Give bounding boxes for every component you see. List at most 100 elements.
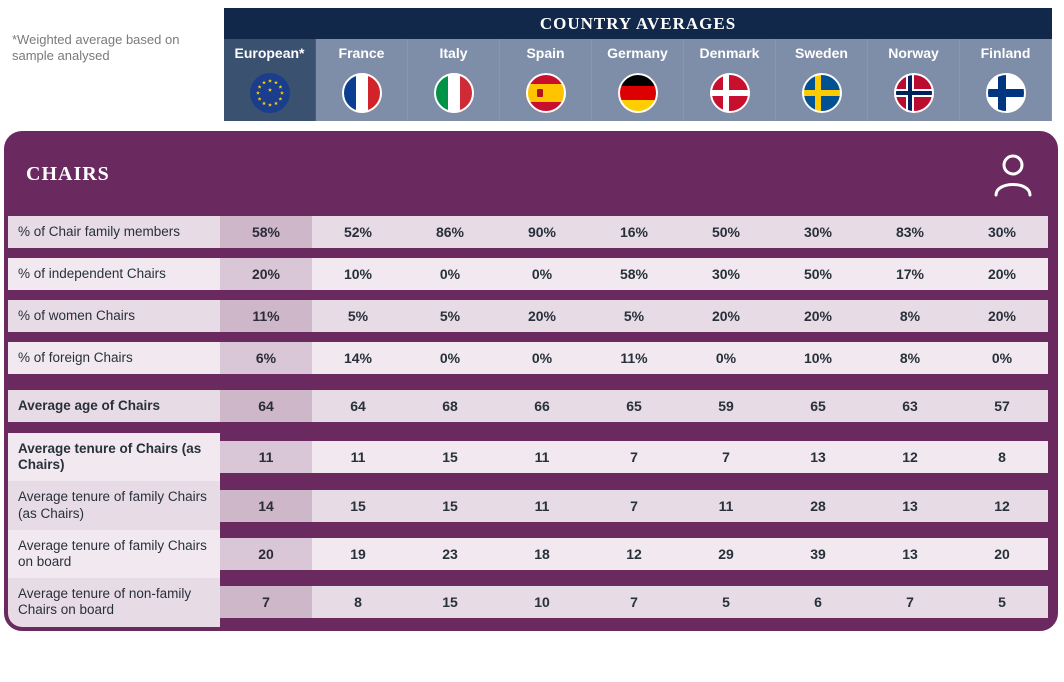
- cell-value: 0%: [404, 258, 496, 290]
- cell-value: 66: [496, 390, 588, 422]
- spain-flag-icon: [526, 73, 566, 113]
- flag-fi: [960, 67, 1052, 121]
- cell-value: 7: [588, 490, 680, 522]
- germany-flag-icon: [618, 73, 658, 113]
- flag-es: [500, 67, 592, 121]
- table-row: Average tenure of family Chairs on board…: [8, 530, 1054, 578]
- cell-value: 15: [404, 441, 496, 473]
- cell-value: 10%: [312, 258, 404, 290]
- cell-value: 11: [496, 490, 588, 522]
- cell-value: 30%: [680, 258, 772, 290]
- table-row: % of independent Chairs20%10%0%0%58%30%5…: [8, 253, 1054, 295]
- cell-value: 14: [220, 490, 312, 522]
- table-row: Average tenure of non-family Chairs on b…: [8, 578, 1054, 626]
- flag-no: [868, 67, 960, 121]
- cell-value: 11: [680, 490, 772, 522]
- finland-flag-icon: [986, 73, 1026, 113]
- header-grid: *Weighted average based on sample analys…: [4, 8, 1058, 121]
- cell-value: 20: [956, 538, 1048, 570]
- col-header-finland: Finland: [960, 39, 1052, 67]
- france-flag-icon: [342, 73, 382, 113]
- data-rows: % of Chair family members58%52%86%90%16%…: [8, 211, 1054, 627]
- cell-value: 58%: [220, 216, 312, 248]
- cell-value: 15: [404, 586, 496, 618]
- cell-value: 11%: [220, 300, 312, 332]
- cell-value: 20%: [680, 300, 772, 332]
- cell-value: 0%: [496, 342, 588, 374]
- cell-value: 7: [680, 441, 772, 473]
- cell-value: 13: [772, 441, 864, 473]
- cell-value: 7: [220, 586, 312, 618]
- row-label: Average tenure of Chairs (as Chairs): [8, 433, 220, 481]
- cell-value: 7: [864, 586, 956, 618]
- table-row: Average age of Chairs646468666559656357: [8, 385, 1054, 427]
- cell-value: 50%: [680, 216, 772, 248]
- col-header-denmark: Denmark: [684, 39, 776, 67]
- row-label: % of independent Chairs: [8, 258, 220, 290]
- cell-value: 12: [864, 441, 956, 473]
- cell-value: 19: [312, 538, 404, 570]
- cell-value: 5: [680, 586, 772, 618]
- row-label: Average age of Chairs: [8, 390, 220, 422]
- row-label: % of foreign Chairs: [8, 342, 220, 374]
- cell-value: 20: [220, 538, 312, 570]
- cell-value: 15: [312, 490, 404, 522]
- cell-value: 16%: [588, 216, 680, 248]
- cell-value: 0%: [680, 342, 772, 374]
- col-header-european: European*: [224, 39, 316, 67]
- table-row: Average tenure of family Chairs (as Chai…: [8, 481, 1054, 529]
- cell-value: 8%: [864, 342, 956, 374]
- cell-value: 0%: [956, 342, 1048, 374]
- cell-value: 10%: [772, 342, 864, 374]
- flag-dk: [684, 67, 776, 121]
- col-header-spain: Spain: [500, 39, 592, 67]
- cell-value: 68: [404, 390, 496, 422]
- cell-value: 17%: [864, 258, 956, 290]
- chairs-panel: CHAIRS % of Chair family members58%52%86…: [4, 131, 1058, 631]
- cell-value: 20%: [220, 258, 312, 290]
- cell-value: 6: [772, 586, 864, 618]
- cell-value: 65: [772, 390, 864, 422]
- col-header-germany: Germany: [592, 39, 684, 67]
- cell-value: 11: [220, 441, 312, 473]
- col-header-italy: Italy: [408, 39, 500, 67]
- cell-value: 57: [956, 390, 1048, 422]
- table-row: % of foreign Chairs6%14%0%0%11%0%10%8%0%: [8, 337, 1054, 379]
- cell-value: 39: [772, 538, 864, 570]
- cell-value: 8: [312, 586, 404, 618]
- cell-value: 12: [588, 538, 680, 570]
- row-label: % of women Chairs: [8, 300, 220, 332]
- cell-value: 50%: [772, 258, 864, 290]
- cell-value: 11: [496, 441, 588, 473]
- panel-title: CHAIRS: [26, 163, 110, 186]
- table-row: Average tenure of Chairs (as Chairs)1111…: [8, 433, 1054, 481]
- cell-value: 12: [956, 490, 1048, 522]
- col-header-france: France: [316, 39, 408, 67]
- row-label: Average tenure of family Chairs (as Chai…: [8, 481, 220, 529]
- cell-value: 30%: [772, 216, 864, 248]
- flag-fr: [316, 67, 408, 121]
- cell-value: 7: [588, 586, 680, 618]
- cell-value: 28: [772, 490, 864, 522]
- cell-value: 90%: [496, 216, 588, 248]
- cell-value: 58%: [588, 258, 680, 290]
- cell-value: 83%: [864, 216, 956, 248]
- cell-value: 15: [404, 490, 496, 522]
- cell-value: 7: [588, 441, 680, 473]
- cell-value: 0%: [404, 342, 496, 374]
- italy-flag-icon: [434, 73, 474, 113]
- cell-value: 11%: [588, 342, 680, 374]
- cell-value: 20%: [772, 300, 864, 332]
- cell-value: 5%: [312, 300, 404, 332]
- cell-value: 0%: [496, 258, 588, 290]
- cell-value: 8: [956, 441, 1048, 473]
- row-label: % of Chair family members: [8, 216, 220, 248]
- cell-value: 20%: [956, 258, 1048, 290]
- banner-title: COUNTRY AVERAGES: [224, 8, 1052, 39]
- cell-value: 13: [864, 490, 956, 522]
- col-header-sweden: Sweden: [776, 39, 868, 67]
- denmark-flag-icon: [710, 73, 750, 113]
- cell-value: 63: [864, 390, 956, 422]
- cell-value: 59: [680, 390, 772, 422]
- footnote: *Weighted average based on sample analys…: [4, 8, 224, 121]
